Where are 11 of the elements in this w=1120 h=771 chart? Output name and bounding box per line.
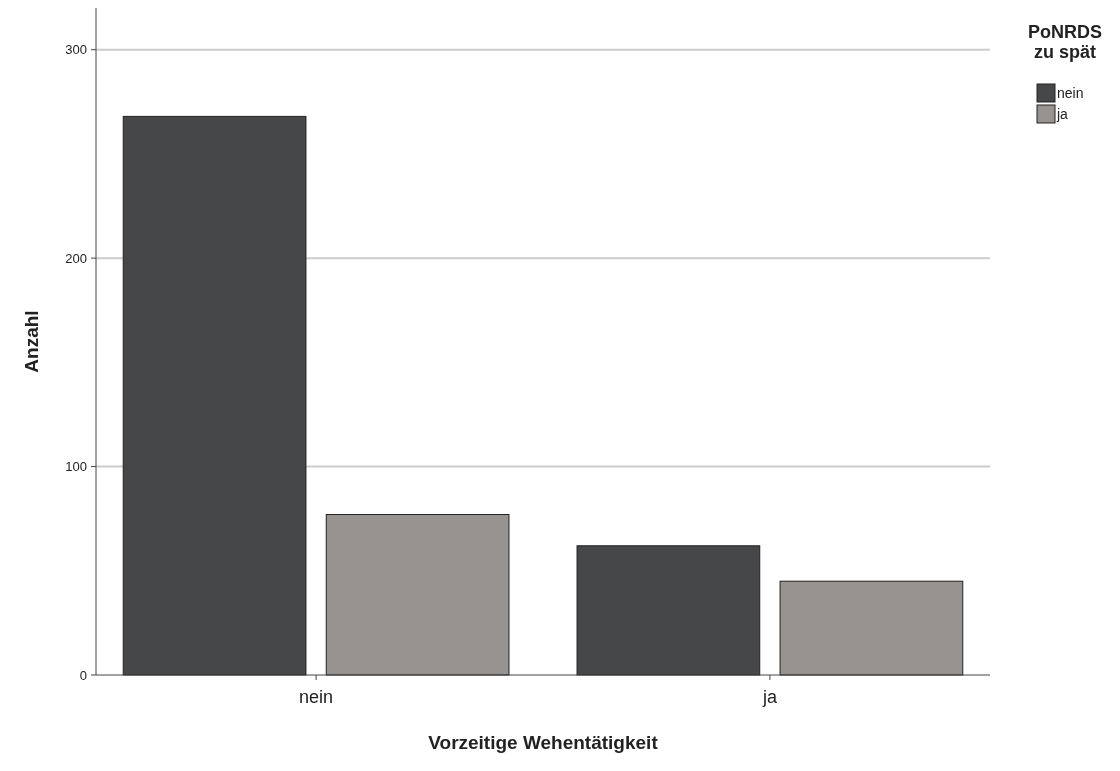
y-tick-label: 0 [79,667,87,683]
legend-title: PoNRDS zu spät [1027,22,1103,62]
bar [779,580,964,676]
y-axis-title: Anzahl [21,310,42,373]
bar [325,514,510,676]
x-axis-title: Vorzeitige Wehentätigkeit [428,732,659,753]
legend-label: ja [1056,105,1069,122]
y-tick-label: 100 [65,459,87,475]
y-tick-label: 300 [65,42,87,58]
legend-label: nein [1057,84,1084,101]
y-tick-label: 200 [65,250,87,266]
